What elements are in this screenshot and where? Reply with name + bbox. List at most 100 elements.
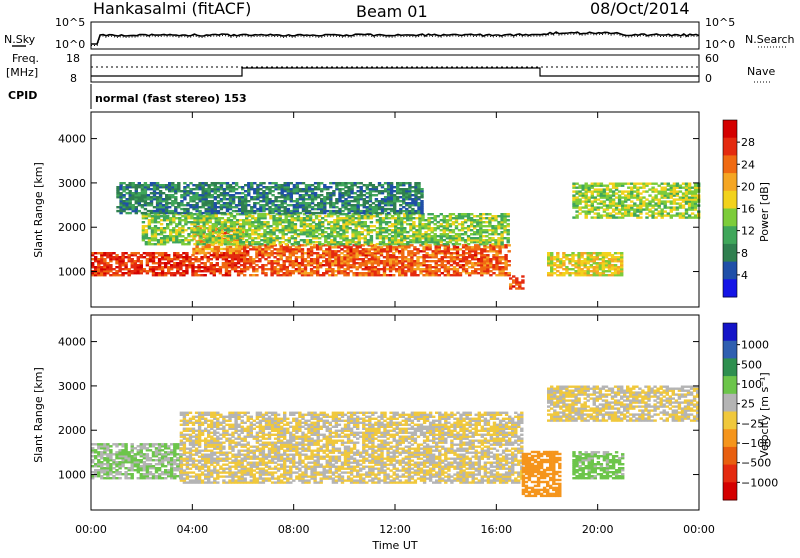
power-cell xyxy=(138,182,141,184)
power-cell xyxy=(358,231,361,233)
power-cell xyxy=(301,244,304,246)
power-cell xyxy=(257,213,260,215)
power-cell xyxy=(372,194,375,196)
power-cell xyxy=(325,258,328,260)
power-cell xyxy=(224,239,227,241)
power-cell xyxy=(212,223,215,225)
power-cell xyxy=(398,256,401,258)
power-cell xyxy=(615,216,618,218)
power-cell xyxy=(161,262,164,264)
power-cell xyxy=(485,239,488,241)
power-cell xyxy=(476,215,479,217)
power-cell xyxy=(208,252,211,254)
power-cell xyxy=(223,212,226,214)
power-cell xyxy=(366,184,369,186)
power-cell xyxy=(282,241,285,243)
power-cell xyxy=(252,258,255,260)
power-cell xyxy=(380,268,383,270)
power-cell xyxy=(186,208,189,210)
power-cell xyxy=(197,258,200,260)
power-cell xyxy=(196,227,199,229)
power-cell xyxy=(384,188,387,190)
power-cell xyxy=(398,250,401,252)
power-cell xyxy=(459,254,462,256)
power-cell xyxy=(252,246,255,248)
power-cell xyxy=(618,194,621,196)
power-cell xyxy=(278,200,281,202)
power-cell xyxy=(214,182,217,184)
power-cell xyxy=(494,225,497,227)
power-cell xyxy=(434,223,437,225)
power-cell xyxy=(667,212,670,214)
power-cell xyxy=(486,250,489,252)
power-cell xyxy=(264,268,267,270)
power-cell xyxy=(352,272,355,274)
power-cell xyxy=(334,250,337,252)
power-cell xyxy=(193,213,196,215)
power-cell xyxy=(385,235,388,237)
power-cell xyxy=(390,182,393,184)
noise-sky-label: N.Sky xyxy=(4,33,36,46)
power-cell xyxy=(203,243,206,245)
power-cell xyxy=(343,254,346,256)
power-cell xyxy=(155,266,158,268)
power-cell xyxy=(422,246,425,248)
power-cell xyxy=(144,208,147,210)
power-cell xyxy=(216,252,219,254)
power-cell xyxy=(470,217,473,219)
power-cell xyxy=(482,229,485,231)
power-cell xyxy=(340,248,343,250)
power-cell xyxy=(594,183,597,185)
power-cell xyxy=(226,198,229,200)
power-cell xyxy=(456,268,459,270)
power-cell xyxy=(321,221,324,223)
power-cell xyxy=(91,252,94,254)
power-cell xyxy=(648,200,651,202)
power-cell xyxy=(259,182,262,184)
power-cell xyxy=(271,200,274,202)
power-cell xyxy=(160,223,163,225)
power-cell xyxy=(283,272,286,274)
power-cell xyxy=(562,260,565,262)
power-cell xyxy=(355,217,358,219)
power-cell xyxy=(134,260,137,262)
power-cell xyxy=(494,239,497,241)
power-cell xyxy=(91,262,94,264)
power-cell xyxy=(332,202,335,204)
power-cell xyxy=(492,272,495,274)
power-cell xyxy=(331,246,334,248)
power-cell xyxy=(281,200,284,202)
power-cell xyxy=(254,225,257,227)
power-cell xyxy=(165,184,168,186)
power-cell xyxy=(485,217,488,219)
power-cell xyxy=(645,190,648,192)
power-cell xyxy=(285,243,288,245)
power-cell xyxy=(343,250,346,252)
power-cell xyxy=(168,210,171,212)
power-cell xyxy=(195,192,198,194)
power-cell xyxy=(431,221,434,223)
power-cell xyxy=(310,246,313,248)
power-cell xyxy=(667,192,670,194)
power-cell xyxy=(347,186,350,188)
noise-search-label: N.Search xyxy=(745,33,795,46)
power-cell xyxy=(515,277,518,279)
power-cell xyxy=(459,272,462,274)
power-cell xyxy=(276,268,279,270)
power-cell xyxy=(260,221,263,223)
power-cell xyxy=(313,270,316,272)
power-cell xyxy=(409,223,412,225)
power-cell xyxy=(355,241,358,243)
power-cell xyxy=(387,208,390,210)
power-cell xyxy=(320,198,323,200)
power-cell xyxy=(263,229,266,231)
power-cell xyxy=(361,231,364,233)
power-cell xyxy=(349,270,352,272)
power-cell xyxy=(368,248,371,250)
power-cell xyxy=(115,254,118,256)
power-cell xyxy=(366,192,369,194)
power-cell xyxy=(205,182,208,184)
power-cell xyxy=(389,274,392,276)
power-cell xyxy=(387,212,390,214)
power-cell xyxy=(670,206,673,208)
